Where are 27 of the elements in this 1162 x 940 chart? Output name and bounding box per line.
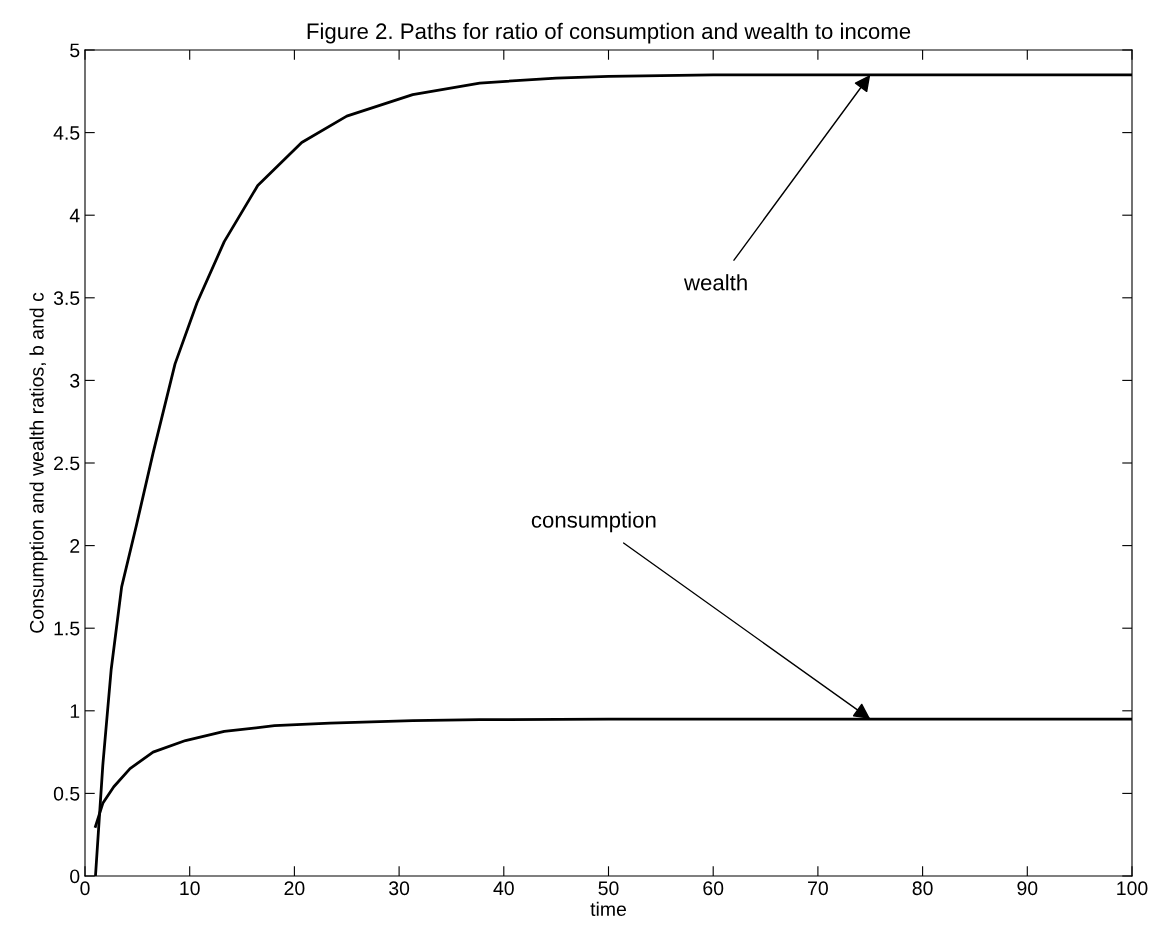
x-tick-label: 60 <box>703 881 724 896</box>
y-tick-label: 1.5 <box>54 621 80 636</box>
y-tick-label: 2.5 <box>54 456 80 471</box>
x-tick-label: 30 <box>389 881 410 896</box>
x-tick-label: 90 <box>1017 881 1038 896</box>
y-tick-label: 3 <box>70 373 80 388</box>
y-axis-title: Consumption and wealth ratios, b and c <box>29 292 48 633</box>
y-tick-label: 0.5 <box>53 786 80 801</box>
y-tick-label: 0 <box>70 869 80 884</box>
x-tick-label: 10 <box>180 881 200 896</box>
y-tick-label: 4.5 <box>53 126 80 140</box>
chart-title: Figure 2. Paths for ratio of consumption and wealth to income <box>307 22 911 44</box>
y-tick-label: 2 <box>70 539 80 553</box>
x-tick-label: 70 <box>808 881 828 896</box>
y-tick-label: 1 <box>70 704 80 718</box>
x-tick-label: 40 <box>493 881 514 896</box>
annotation: consumption <box>531 511 656 533</box>
y-tick-label: 3.5 <box>53 291 80 306</box>
y-tick-label: 4 <box>69 208 80 223</box>
x-axis-title: time <box>590 901 626 917</box>
x-tick-label: 80 <box>912 881 933 896</box>
y-tick-label: 5 <box>70 43 80 58</box>
annotation: wealth <box>683 274 747 291</box>
x-tick-label: 50 <box>598 881 619 896</box>
x-tick-label: 20 <box>284 881 305 896</box>
x-tick-label: 100 <box>1117 881 1148 896</box>
x-tick-label: 0 <box>80 881 90 896</box>
